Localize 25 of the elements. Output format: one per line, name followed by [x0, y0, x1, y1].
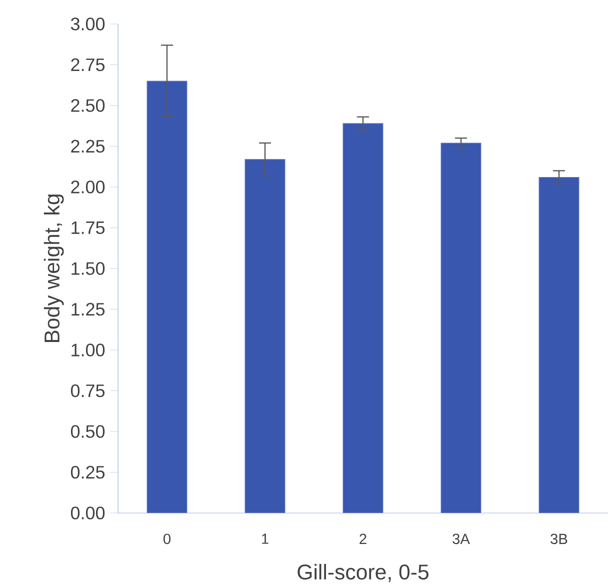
- bar: [146, 80, 188, 513]
- x-tick-label: 2: [360, 534, 366, 544]
- x-tick-label: 0: [163, 534, 170, 544]
- y-axis-title: Body weight, kg: [44, 194, 64, 342]
- y-tick-label: 0.00: [70, 506, 105, 520]
- bar: [538, 176, 580, 513]
- x-tick-label: 1: [262, 534, 268, 544]
- y-tick-label: 1.25: [72, 302, 105, 316]
- y-tick-label: 1.75: [72, 221, 105, 234]
- x-axis-title: Gill-score, 0-5: [298, 564, 428, 582]
- bar: [342, 123, 384, 513]
- y-tick-label: 2.00: [71, 180, 105, 194]
- y-tick-label: 2.75: [71, 58, 105, 72]
- bar: [244, 159, 286, 513]
- y-tick-label: 3.00: [70, 18, 105, 30]
- y-tick-label: 0.75: [70, 384, 105, 398]
- y-tick-label: 2.50: [71, 99, 105, 112]
- bar: [440, 142, 482, 513]
- x-tick-label: 3B: [550, 534, 568, 544]
- y-tick-label: 2.25: [71, 140, 105, 153]
- y-tick-label: 1.50: [72, 262, 105, 275]
- y-tick-label: 1.00: [72, 344, 105, 356]
- y-tick-label: 0.50: [70, 425, 105, 438]
- y-tick-label: 0.25: [70, 466, 105, 479]
- x-tick-label: 3A: [452, 534, 470, 544]
